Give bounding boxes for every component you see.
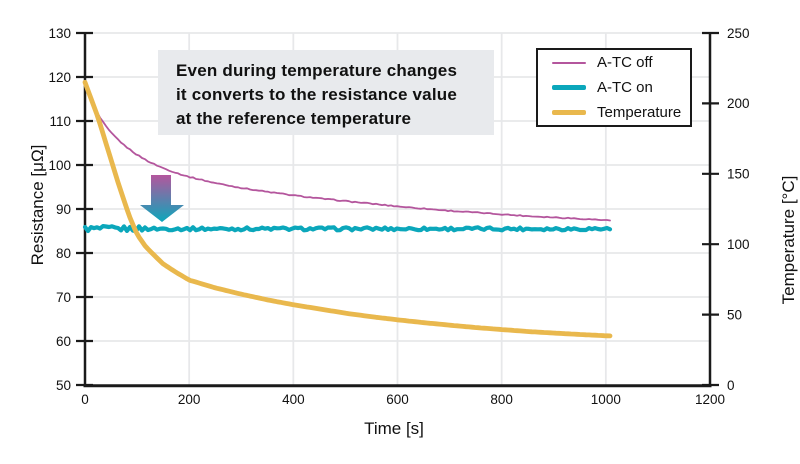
legend-item-atc-on: A-TC on: [552, 78, 690, 98]
right-axis-tick-label: 150: [727, 167, 750, 182]
right-axis-tick-label: 0: [727, 378, 735, 393]
x-axis-tick-label: 0: [81, 392, 89, 407]
legend-swatch-atc-off: [552, 61, 586, 64]
left-axis-tick-label: 100: [48, 158, 71, 173]
x-axis-tick-label: 200: [178, 392, 201, 407]
left-axis-tick-label: 80: [56, 246, 71, 261]
legend: A-TC off A-TC on Temperature: [536, 48, 692, 127]
series-a-tc-on: [82, 224, 613, 234]
x-axis-label: Time [s]: [364, 419, 424, 438]
legend-swatch-atc-on: [552, 85, 586, 90]
annotation-line-2: it converts to the resistance value: [176, 85, 457, 104]
right-axis-tick-label: 200: [727, 96, 750, 111]
legend-label-atc-on: A-TC on: [597, 79, 653, 96]
conversion-arrow-icon: [140, 175, 184, 222]
x-axis-tick-label: 600: [386, 392, 409, 407]
left-axis-tick-label: 60: [56, 334, 71, 349]
left-axis-tick-label: 90: [56, 202, 71, 217]
x-axis-tick-label: 1200: [695, 392, 725, 407]
series-a-tc-off: [84, 82, 611, 222]
x-axis-tick-label: 800: [490, 392, 513, 407]
legend-item-atc-off: A-TC off: [552, 53, 690, 73]
legend-item-temperature: Temperature: [552, 103, 690, 123]
legend-label-temperature: Temperature: [597, 104, 682, 121]
annotation-line-1: Even during temperature changes: [176, 61, 458, 80]
left-axis-tick-label: 110: [49, 114, 71, 129]
right-axis-tick-label: 100: [727, 237, 750, 252]
series-temperature: [82, 79, 613, 339]
x-axis-tick-label: 400: [282, 392, 305, 407]
annotation-line-3: at the reference temperature: [176, 109, 412, 128]
y-axis-label-right: Temperature [°C]: [779, 175, 798, 305]
left-axis-tick-label: 70: [56, 290, 71, 305]
left-axis-tick-label: 50: [56, 378, 71, 393]
right-axis-tick-label: 50: [727, 307, 742, 322]
left-axis-tick-label: 120: [48, 70, 71, 85]
legend-label-atc-off: A-TC off: [597, 54, 653, 71]
left-axis-tick-label: 130: [48, 26, 71, 41]
right-axis-tick-label: 250: [727, 26, 750, 41]
x-axis-tick-label: 1000: [591, 392, 621, 407]
annotation-box: Even during temperature changes it conve…: [158, 50, 494, 135]
legend-swatch-temperature: [552, 110, 586, 115]
y-axis-label-left: Resistance [μΩ]: [28, 144, 47, 266]
